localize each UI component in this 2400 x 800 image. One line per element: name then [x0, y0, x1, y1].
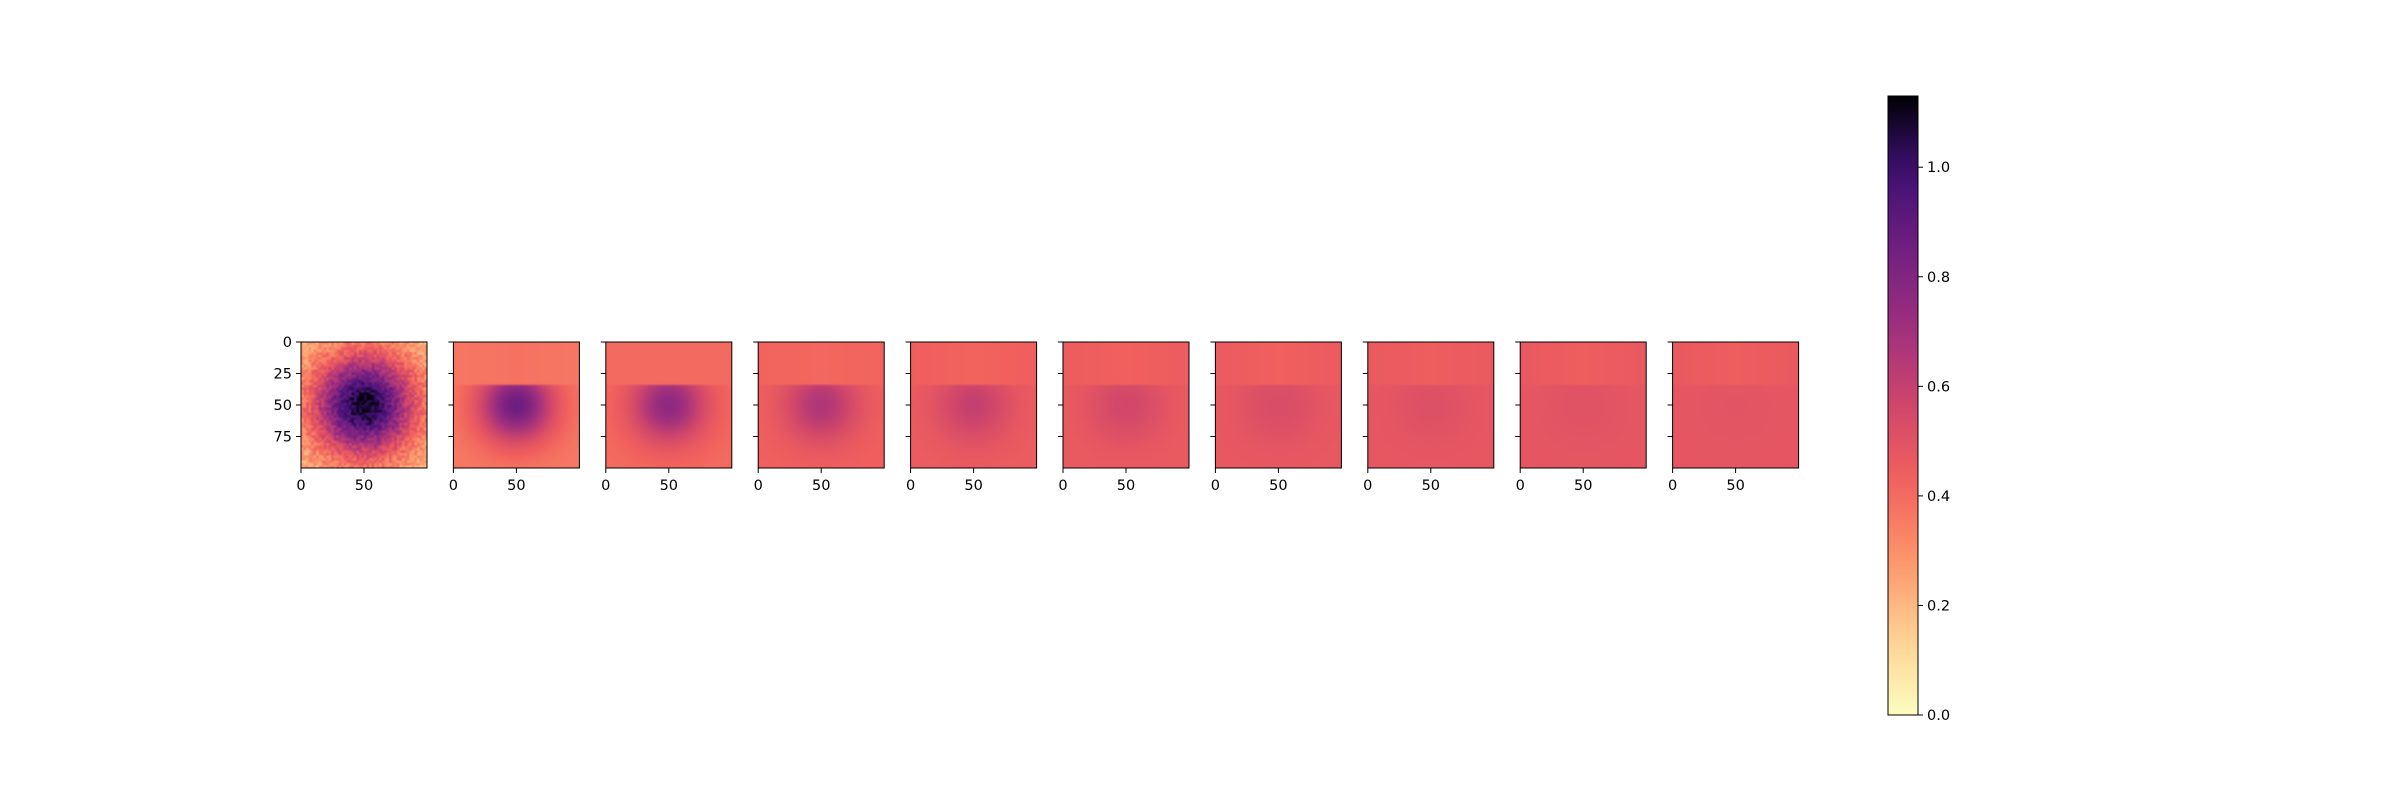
x-tick-label: 50 [507, 478, 525, 494]
colorbar-tick-label: 0.6 [1927, 379, 1950, 395]
colorbar: 0.0 0.2 0.4 0.6 0.8 1.0 [1887, 95, 1950, 724]
x-tick-label: 0 [906, 478, 915, 494]
x-tick-label: 50 [1422, 478, 1440, 494]
colorbar-gradient [1888, 96, 1918, 715]
heatmap-image [1215, 342, 1342, 468]
x-tick-label: 50 [1574, 478, 1592, 494]
heatmap-image [910, 342, 1037, 468]
x-tick-label: 0 [296, 478, 305, 494]
colorbar-tick-label: 0.8 [1927, 270, 1950, 286]
x-tick-label: 0 [1211, 478, 1220, 494]
y-tick-label: 25 [274, 367, 292, 383]
x-tick-label: 0 [1668, 478, 1677, 494]
heatmap-image [605, 342, 732, 468]
colorbar-tick-label: 0.2 [1927, 598, 1950, 614]
heatmap-panels: 0 50 0 25 50 75 0 50 0 50 0 50 0 50 0 50 0 50 0 50 0 50 0 50 [274, 335, 1800, 494]
x-tick-label: 50 [812, 478, 830, 494]
heatmap-panel-7: 0 50 [1210, 341, 1342, 494]
colorbar-tick-label: 1.0 [1927, 160, 1950, 176]
x-tick-label: 0 [449, 478, 458, 494]
x-tick-label: 0 [1363, 478, 1372, 494]
heatmap-image [758, 342, 885, 468]
heatmap-panel-8: 0 50 [1362, 341, 1495, 494]
x-tick-label: 0 [601, 478, 610, 494]
heatmap-panel-10: 0 50 [1667, 341, 1800, 494]
y-tick-label: 75 [274, 430, 292, 446]
x-tick-label: 0 [754, 478, 763, 494]
x-tick-label: 50 [355, 478, 373, 494]
heatmap-image [1367, 342, 1494, 468]
heatmap-image [1520, 342, 1647, 468]
heatmap-panel-6: 0 50 [1058, 341, 1190, 494]
colorbar-tick-label: 0.0 [1927, 708, 1950, 724]
colorbar-tick-label: 0.4 [1927, 489, 1950, 505]
y-tick-label: 0 [283, 335, 292, 351]
heatmap-panel-4: 0 50 [753, 341, 885, 494]
heatmap-panel-2: 0 50 [448, 341, 580, 494]
heatmap-image [453, 342, 580, 468]
heatmap-panel-3: 0 50 [600, 341, 733, 494]
y-tick-label: 50 [274, 398, 292, 414]
x-tick-label: 50 [1269, 478, 1287, 494]
heatmap-image [301, 342, 427, 468]
x-tick-label: 50 [660, 478, 678, 494]
x-tick-label: 50 [1117, 478, 1135, 494]
x-tick-label: 0 [1516, 478, 1525, 494]
heatmap-image [1672, 342, 1799, 468]
heatmap-image [1063, 342, 1189, 468]
x-tick-label: 50 [964, 478, 982, 494]
heatmap-panel-5: 0 50 [905, 341, 1038, 494]
heatmap-panel-9: 0 50 [1515, 341, 1647, 494]
heatmap-panel-1: 0 50 0 25 50 75 [274, 335, 428, 494]
colorbar-frame [1887, 95, 1919, 716]
x-tick-label: 50 [1726, 478, 1744, 494]
x-tick-label: 0 [1058, 478, 1067, 494]
